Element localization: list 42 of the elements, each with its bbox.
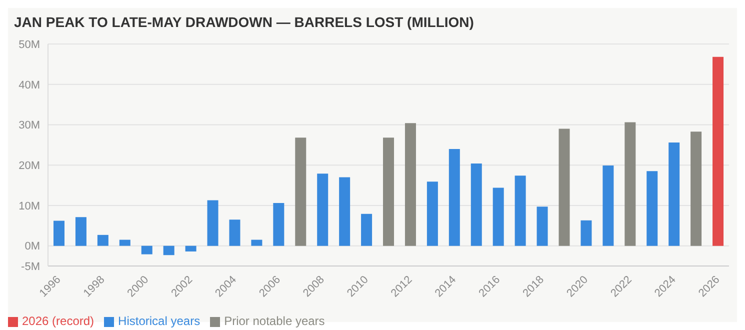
y-tick-label: 10M <box>18 200 40 212</box>
bar <box>668 142 680 246</box>
bar <box>185 246 196 252</box>
bar <box>295 138 306 246</box>
legend-label: 2026 (record) <box>22 314 94 328</box>
bar <box>361 214 372 246</box>
bar <box>426 182 438 246</box>
bar <box>317 174 328 246</box>
legend-label: Historical years <box>118 314 200 328</box>
y-tick-label: 20M <box>18 160 40 172</box>
bar <box>470 163 482 246</box>
bar <box>558 128 570 246</box>
y-tick-label: 50M <box>18 38 40 51</box>
bar <box>646 171 658 246</box>
bar <box>492 188 504 246</box>
bar <box>97 234 108 246</box>
bar <box>448 148 460 246</box>
bar <box>536 206 548 246</box>
bar <box>229 220 240 246</box>
bar <box>712 56 724 246</box>
bar <box>690 132 702 246</box>
y-tick-label: 0M <box>24 240 40 253</box>
bar <box>163 246 174 256</box>
y-tick-label: 40M <box>18 79 40 92</box>
y-tick-label: -5M <box>21 260 40 273</box>
bar <box>602 165 614 246</box>
bar <box>141 246 152 254</box>
bar <box>383 138 394 246</box>
bar <box>251 240 262 246</box>
bar <box>339 177 350 246</box>
bar <box>119 240 130 246</box>
legend-label: Prior notable years <box>224 314 325 328</box>
bar <box>207 200 218 246</box>
bar <box>514 176 526 246</box>
bar <box>53 220 64 246</box>
bar <box>273 203 284 246</box>
bar <box>624 122 636 246</box>
bar <box>75 217 86 246</box>
bar <box>580 220 592 246</box>
y-tick-label: 30M <box>18 120 40 132</box>
chart-title: JAN PEAK TO LATE-MAY DRAWDOWN — BARRELS LOST (MILLION) <box>13 13 475 32</box>
bar <box>404 123 416 246</box>
